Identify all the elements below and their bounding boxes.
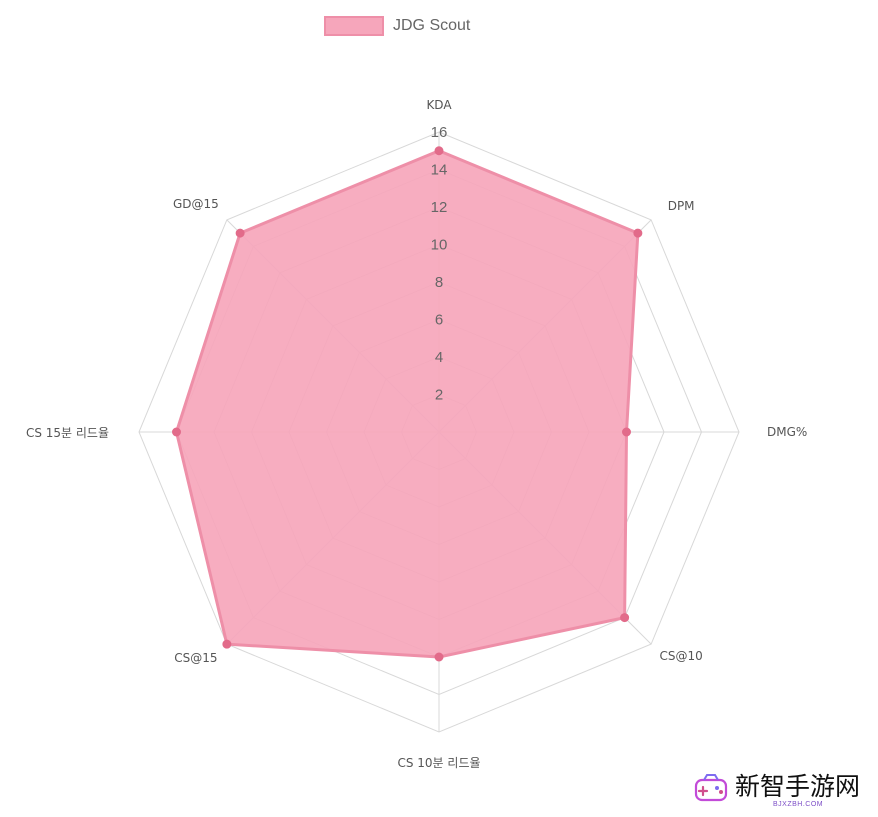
axis-label-cs-15: CS@15 (174, 651, 217, 665)
data-point-cs-15분-리드율[interactable] (172, 427, 181, 437)
radial-tick-16: 16 (431, 124, 448, 141)
radial-tick-6: 6 (435, 312, 443, 329)
axis-label-cs-10분-리드율: CS 10분 리드율 (397, 756, 480, 770)
radar-series (172, 146, 643, 662)
radial-tick-10: 10 (431, 237, 448, 254)
data-point-gd-15[interactable] (235, 228, 245, 238)
data-point-cs-10분-리드율[interactable] (434, 652, 444, 662)
radar-labels: 2 4 6 8 10 12 14 16 KDA DPM DMG% CS@10 CS 10분 리드율 CS@… (26, 98, 807, 770)
axis-label-cs-15분-리드율: CS 15분 리드율 (26, 426, 109, 440)
legend-swatch-jdg-scout[interactable] (324, 16, 384, 36)
axis-label-kda: KDA (426, 98, 452, 112)
watermark: 新智手游网 BJXZBH.COM (692, 770, 868, 812)
data-point-dmg[interactable] (622, 427, 631, 437)
radial-tick-12: 12 (431, 199, 448, 216)
data-point-dpm[interactable] (633, 228, 643, 238)
legend-label-jdg-scout[interactable]: JDG Scout (393, 17, 471, 34)
radial-tick-8: 8 (435, 274, 443, 291)
game-controller-logo-icon (694, 774, 728, 802)
radial-tick-14: 14 (431, 162, 448, 179)
radial-tick-2: 2 (435, 387, 443, 404)
watermark-text: 新智手游网 (735, 772, 861, 801)
radial-tick-4: 4 (435, 349, 443, 366)
data-point-cs-15[interactable] (222, 639, 232, 649)
data-point-cs-10[interactable] (620, 613, 630, 623)
chart-legend[interactable]: JDG Scout (324, 14, 470, 38)
axis-label-dmg: DMG% (767, 425, 807, 439)
data-point-kda[interactable] (434, 146, 444, 156)
watermark-subtext: BJXZBH.COM (773, 801, 824, 808)
axis-label-cs-10: CS@10 (659, 649, 702, 663)
axis-label-dpm: DPM (668, 199, 695, 213)
axis-label-gd-15: GD@15 (173, 197, 219, 211)
series-area-jdg-scout (175, 149, 640, 659)
